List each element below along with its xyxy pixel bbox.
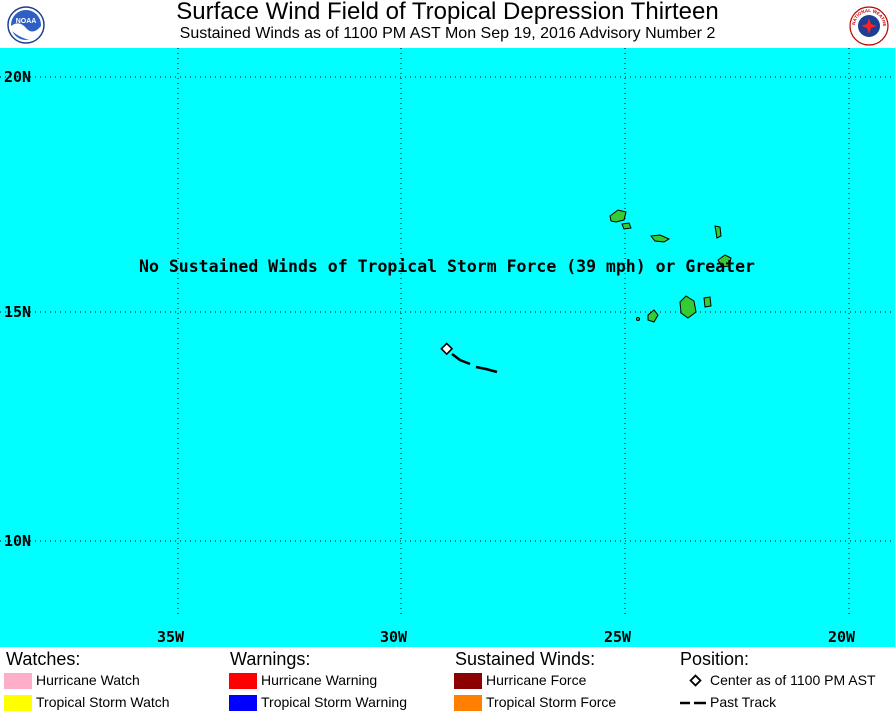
noaa-logo: NOAA xyxy=(7,6,45,44)
past-track xyxy=(451,353,498,374)
lat-label-10n: 10N xyxy=(4,532,31,550)
island xyxy=(609,209,627,223)
island xyxy=(703,296,712,308)
legend-heading-position: Position: xyxy=(680,649,750,669)
dashed-line-icon xyxy=(680,702,706,705)
map-grid xyxy=(0,48,895,618)
legend-heading-warnings: Warnings: xyxy=(230,649,311,669)
lat-label-20n: 20N xyxy=(4,68,31,86)
legend-item-hurricane-watch: Hurricane Watch xyxy=(4,671,140,690)
legend-heading-watches: Watches: xyxy=(6,649,81,669)
island xyxy=(621,222,632,230)
header: NOAA Surface Wind Field of Tropical Depr… xyxy=(0,0,895,48)
legend-item-tropical-storm-watch: Tropical Storm Watch xyxy=(4,693,170,712)
nws-logo: NATIONAL WEATHER SERVICE xyxy=(849,6,889,46)
island xyxy=(679,295,697,319)
legend-item-tropical-storm-warning: Tropical Storm Warning xyxy=(229,693,407,712)
tropical-storm-watch-swatch xyxy=(4,695,32,712)
legend-heading-sustained-winds: Sustained Winds: xyxy=(455,649,596,669)
hurricane-warning-swatch xyxy=(229,673,257,690)
island xyxy=(650,234,671,243)
island xyxy=(636,317,640,321)
island xyxy=(714,225,722,239)
diamond-icon xyxy=(689,674,702,688)
lon-label-25w: 25W xyxy=(604,628,632,646)
island xyxy=(647,309,659,323)
legend-item-hurricane-warning: Hurricane Warning xyxy=(229,671,377,690)
lon-label-35w: 35W xyxy=(157,628,185,646)
cape-verde-islands xyxy=(609,209,732,323)
lon-label-30w: 30W xyxy=(380,628,408,646)
wind-note: No Sustained Winds of Tropical Storm For… xyxy=(139,257,755,276)
page-subtitle: Sustained Winds as of 1100 PM AST Mon Se… xyxy=(179,25,716,42)
page-title: Surface Wind Field of Tropical Depressio… xyxy=(176,0,719,25)
lon-label-20w: 20W xyxy=(828,628,856,646)
island xyxy=(717,254,732,268)
lat-label-15n: 15N xyxy=(4,303,31,321)
legend-item-past-track: Past Track xyxy=(678,693,776,711)
legend-item-hurricane-force: Hurricane Force xyxy=(454,671,586,690)
tropical-storm-warning-swatch xyxy=(229,695,257,712)
legend: Watches: Hurricane Watch Tropical Storm … xyxy=(0,647,895,716)
hurricane-watch-swatch xyxy=(4,673,32,690)
legend-item-tropical-storm-force: Tropical Storm Force xyxy=(454,693,616,712)
legend-item-center: Center as of 1100 PM AST xyxy=(686,671,876,689)
tropical-storm-force-swatch xyxy=(454,695,482,712)
hurricane-force-swatch xyxy=(454,673,482,690)
svg-text:NOAA: NOAA xyxy=(16,18,37,25)
map: 20N 15N 10N 35W 30W 25W 20W No Sustained… xyxy=(0,48,895,647)
storm-center-marker xyxy=(440,342,454,356)
